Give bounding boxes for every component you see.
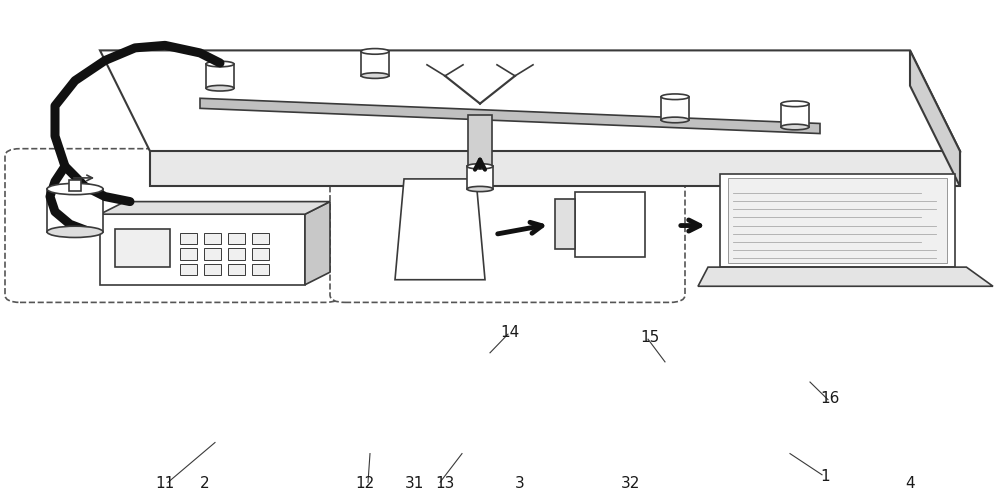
FancyBboxPatch shape [661, 97, 689, 120]
FancyBboxPatch shape [115, 229, 170, 267]
FancyBboxPatch shape [361, 51, 389, 76]
Ellipse shape [206, 61, 234, 67]
FancyBboxPatch shape [69, 180, 81, 191]
FancyBboxPatch shape [252, 264, 269, 275]
FancyBboxPatch shape [252, 233, 269, 244]
Ellipse shape [361, 73, 389, 79]
Text: 31: 31 [405, 476, 425, 491]
FancyBboxPatch shape [330, 149, 685, 302]
Ellipse shape [467, 186, 493, 192]
Polygon shape [100, 202, 330, 214]
Text: 13: 13 [435, 476, 455, 491]
Polygon shape [698, 267, 993, 286]
Ellipse shape [47, 226, 103, 237]
FancyBboxPatch shape [228, 233, 245, 244]
FancyBboxPatch shape [180, 264, 197, 275]
FancyBboxPatch shape [575, 192, 645, 257]
Ellipse shape [781, 124, 809, 130]
Polygon shape [305, 202, 330, 285]
FancyBboxPatch shape [228, 264, 245, 275]
Text: 2: 2 [200, 476, 210, 491]
Ellipse shape [47, 183, 103, 195]
FancyBboxPatch shape [204, 233, 221, 244]
FancyBboxPatch shape [467, 166, 493, 189]
FancyBboxPatch shape [252, 248, 269, 260]
Text: 3: 3 [515, 476, 525, 491]
FancyBboxPatch shape [720, 174, 955, 267]
Text: 12: 12 [355, 476, 375, 491]
Polygon shape [395, 179, 485, 280]
Polygon shape [200, 98, 820, 134]
FancyBboxPatch shape [204, 264, 221, 275]
Ellipse shape [467, 164, 493, 169]
FancyBboxPatch shape [781, 104, 809, 127]
Ellipse shape [661, 117, 689, 123]
Text: 15: 15 [640, 330, 660, 345]
Text: 14: 14 [500, 325, 520, 340]
Text: 11: 11 [155, 476, 175, 491]
Text: 32: 32 [620, 476, 640, 491]
FancyBboxPatch shape [728, 178, 947, 263]
Ellipse shape [361, 48, 389, 54]
Polygon shape [150, 151, 960, 186]
FancyBboxPatch shape [204, 248, 221, 260]
FancyBboxPatch shape [468, 115, 492, 168]
Text: 1: 1 [820, 469, 830, 484]
Ellipse shape [781, 101, 809, 107]
Polygon shape [100, 50, 960, 151]
FancyBboxPatch shape [555, 200, 575, 249]
FancyBboxPatch shape [5, 149, 340, 302]
FancyBboxPatch shape [206, 64, 234, 88]
FancyBboxPatch shape [180, 233, 197, 244]
Ellipse shape [661, 94, 689, 100]
FancyBboxPatch shape [180, 248, 197, 260]
Text: 16: 16 [820, 391, 840, 406]
Ellipse shape [206, 85, 234, 91]
FancyBboxPatch shape [228, 248, 245, 260]
FancyBboxPatch shape [100, 214, 305, 285]
FancyBboxPatch shape [47, 189, 103, 232]
Polygon shape [910, 50, 960, 186]
Text: 4: 4 [905, 476, 915, 491]
